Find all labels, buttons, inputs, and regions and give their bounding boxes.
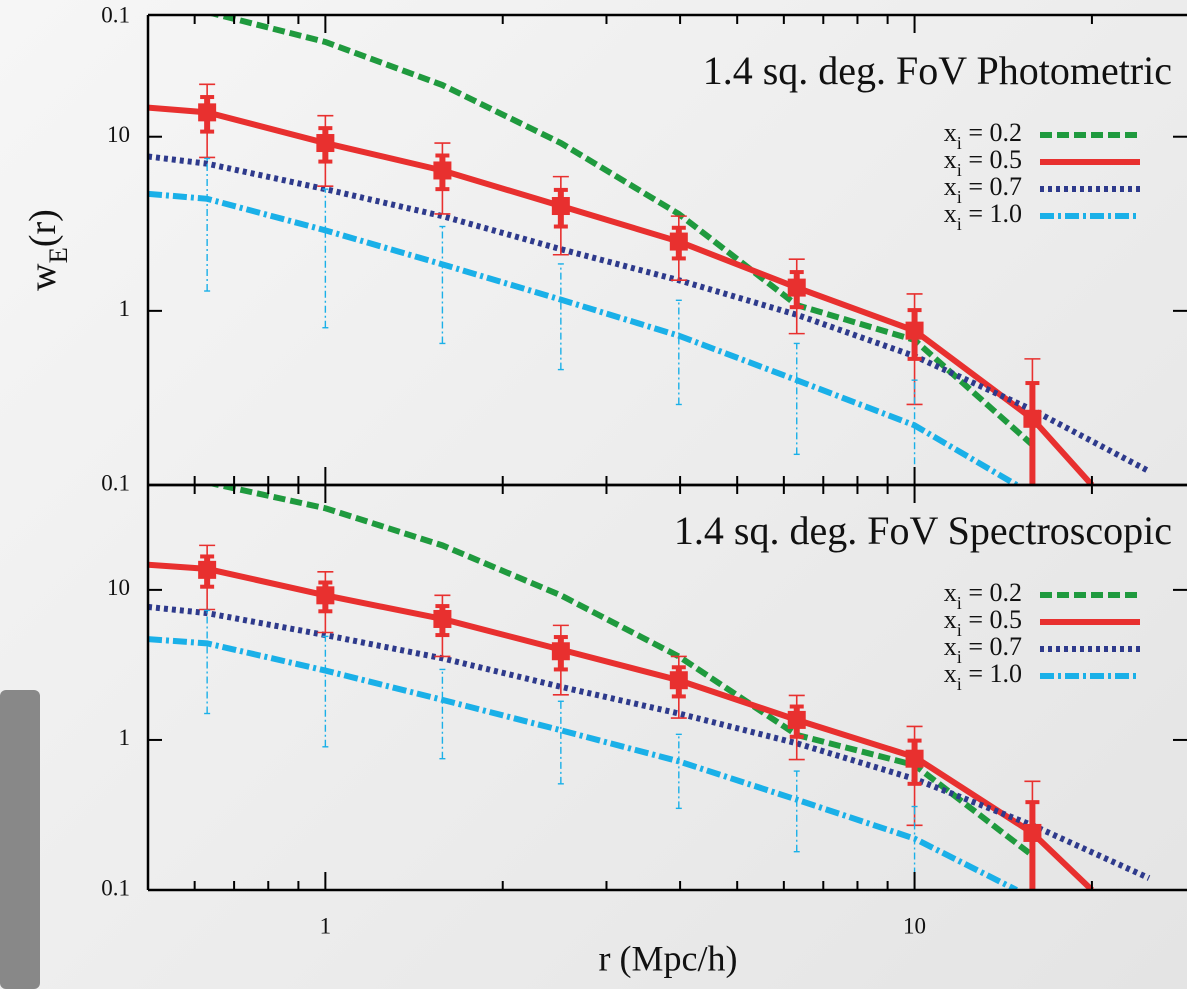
point (1023, 823, 1042, 842)
series-line (148, 104, 1095, 485)
y-axis-label: wE(r) (22, 209, 73, 291)
x-tick-label: 1 (320, 913, 332, 938)
legend-label: xi = 0.5 (944, 605, 1022, 640)
y-tick-label: 1 (119, 725, 131, 750)
y-axis-label-sub: E (43, 247, 73, 263)
point (433, 161, 452, 180)
series-line (148, 636, 1018, 890)
legend-label-rest: = 1.0 (962, 659, 1022, 688)
point (198, 560, 217, 579)
legend-label-sub: i (957, 187, 962, 207)
legend-label-sub: i (957, 133, 962, 153)
y-tick-label: 0.1 (101, 470, 130, 495)
plot-area (148, 15, 1151, 485)
y-axis-label-rest: (r) (22, 209, 64, 247)
legend-label: xi = 0.2 (944, 118, 1022, 153)
point (433, 609, 452, 628)
x-axis-label: r (Mpc/h) (599, 938, 738, 978)
series-line (148, 603, 1151, 881)
legend-label-rest: = 0.2 (962, 578, 1022, 607)
plot-area (148, 485, 1151, 890)
legend-label-rest: = 1.0 (962, 199, 1022, 228)
legend-label-sub: i (957, 160, 962, 180)
point (787, 710, 806, 729)
panel-title: 1.4 sq. deg. FoV Photometric (703, 48, 1172, 93)
point (905, 321, 924, 340)
cropped-tick-label: 0.1 (101, 2, 130, 27)
legend-label-base: x (944, 118, 957, 147)
legend-label-base: x (944, 199, 957, 228)
point (1023, 409, 1042, 428)
point (669, 232, 688, 251)
legend-label-rest: = 0.2 (962, 118, 1022, 147)
legend-label-base: x (944, 605, 957, 634)
legend-label-base: x (944, 632, 957, 661)
legend-label: xi = 1.0 (944, 659, 1022, 694)
legend-label: xi = 0.7 (944, 172, 1022, 207)
point (551, 197, 570, 216)
series-line (148, 190, 1019, 485)
point (905, 749, 924, 768)
legend-label: xi = 0.7 (944, 632, 1022, 667)
x-tick-label: 10 (903, 913, 926, 938)
legend-label-sub: i (957, 647, 962, 667)
legend-label: xi = 0.2 (944, 578, 1022, 613)
point (551, 642, 570, 661)
point (787, 278, 806, 297)
point (316, 134, 335, 153)
y-axis-label-base: w (22, 263, 64, 291)
point (669, 671, 688, 690)
legend-label-base: x (944, 578, 957, 607)
y-tick-label: 1 (119, 296, 131, 321)
panel-title: 1.4 sq. deg. FoV Spectroscopic (674, 508, 1172, 553)
legend-label-base: x (944, 659, 957, 688)
series-line (206, 15, 1035, 448)
legend-label-rest: = 0.5 (962, 145, 1022, 174)
legend-label-sub: i (957, 593, 962, 613)
legend-label-base: x (944, 172, 957, 201)
series-line (148, 561, 1094, 890)
y-tick-label: 10 (107, 122, 130, 147)
background-thumbnail (0, 690, 40, 989)
legend-label: xi = 0.5 (944, 145, 1022, 180)
legend-label-sub: i (957, 620, 962, 640)
legend-label-rest: = 0.7 (962, 172, 1022, 201)
legend-label: xi = 1.0 (944, 199, 1022, 234)
point (198, 103, 217, 122)
point (316, 586, 335, 605)
y-tick-label: 10 (107, 575, 130, 600)
legend-label-rest: = 0.7 (962, 632, 1022, 661)
legend-label-sub: i (957, 674, 962, 694)
series-line (206, 485, 1035, 858)
legend-label-rest: = 0.5 (962, 605, 1022, 634)
series-line (148, 153, 1151, 474)
y-tick-label: 0.1 (101, 875, 130, 900)
legend-label-sub: i (957, 214, 962, 234)
legend-label-base: x (944, 145, 957, 174)
